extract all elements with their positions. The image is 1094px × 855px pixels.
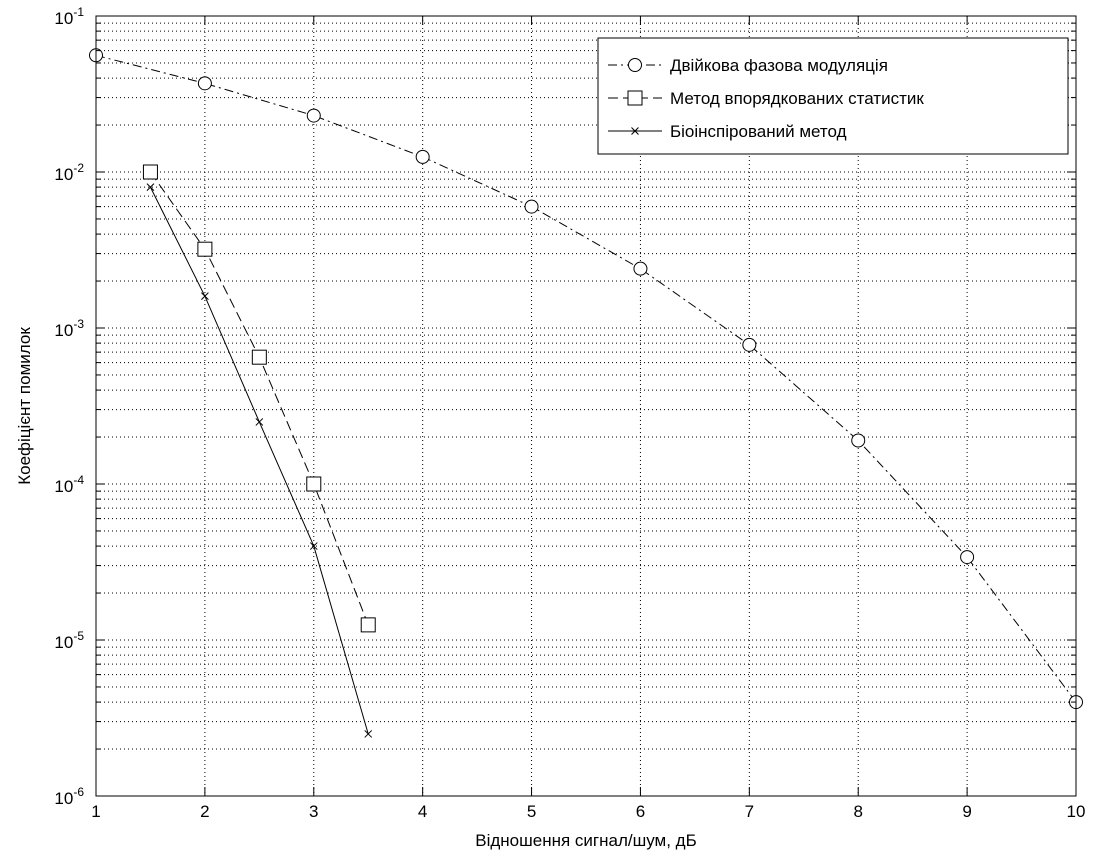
series-1-circle-marker [633, 261, 648, 276]
axis-ticks: 1 2 3 4 5 6 7 8 9 10 10-6 10-5 10-4 10-3 10-2 10-1 [54, 5, 1085, 821]
series-2-square-marker [142, 164, 158, 180]
series-1-circle-marker [851, 433, 866, 448]
x-tick-label: 4 [418, 802, 427, 821]
legend-square-marker [627, 90, 643, 106]
series-3-x-marker [364, 730, 373, 738]
series-2-square-marker [197, 241, 213, 257]
y-tick-label: 10-4 [54, 473, 84, 496]
series-layer [89, 48, 1083, 738]
series-2-square-marker [306, 476, 322, 492]
y-tick-label: 10-5 [54, 629, 84, 652]
legend-label: Метод впорядкованих статистик [670, 89, 924, 108]
series-1-line [95, 54, 1077, 703]
series-1 [89, 48, 1083, 710]
series-3 [146, 183, 373, 738]
y-tick-label: 10-6 [54, 785, 84, 808]
x-tick-label: 5 [527, 802, 536, 821]
legend-circle-marker [628, 58, 642, 72]
x-tick-label: 6 [636, 802, 645, 821]
series-1-circle-marker [306, 108, 321, 123]
series-2-square-marker [360, 617, 376, 633]
x-tick-label: 10 [1067, 802, 1086, 821]
series-1-circle-marker [197, 76, 212, 91]
legend-entry: Метод впорядкованих статистик [608, 89, 924, 108]
x-tick-label: 8 [853, 802, 862, 821]
x-tick-label: 9 [962, 802, 971, 821]
series-1-circle-marker [415, 149, 430, 164]
series-3-x-marker [309, 542, 318, 550]
legend-label: Двійкова фазова модуляція [670, 56, 888, 75]
plot-frame [95, 15, 1077, 797]
series-1-circle-marker [742, 337, 757, 352]
x-tick-label: 3 [309, 802, 318, 821]
y-tick-label: 10-3 [54, 317, 84, 340]
legend: Двійкова фазова модуляція Метод впорядков… [597, 37, 1069, 155]
series-3-x-marker [255, 418, 264, 426]
legend-entry: Двійкова фазова модуляція [608, 56, 888, 75]
x-tick-label: 7 [745, 802, 754, 821]
y-axis-label: Коефіцієнт помилок [15, 327, 34, 485]
series-2-square-marker [251, 349, 267, 365]
y-tick-label: 10-2 [54, 161, 84, 184]
x-tick-label: 1 [91, 802, 100, 821]
y-tick-label: 10-1 [54, 5, 84, 28]
legend-entry: Біоінспірований метод [608, 122, 847, 141]
series-1-circle-marker [524, 199, 539, 214]
x-tick-label: 2 [200, 802, 209, 821]
legend-label: Біоінспірований метод [670, 122, 847, 141]
series-1-circle-marker [960, 550, 975, 565]
legend-x-marker [631, 127, 639, 135]
series-3-x-marker [201, 292, 209, 301]
series-2 [142, 164, 376, 633]
legend-box [597, 37, 1069, 155]
x-axis-label: Відношення сигнал/шум, дБ [475, 831, 697, 850]
series-3-x-marker [146, 183, 155, 191]
